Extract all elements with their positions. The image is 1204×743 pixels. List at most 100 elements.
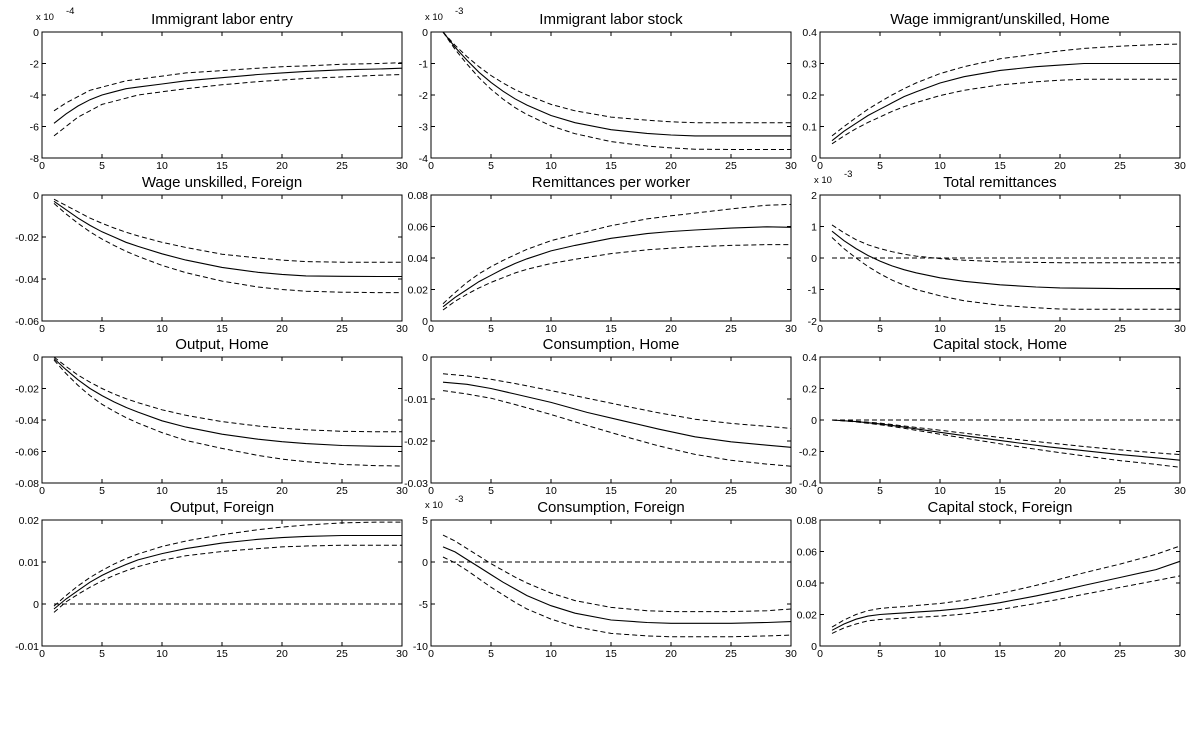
x-tick-label: 0 <box>39 648 45 660</box>
lower-band-line <box>831 78 1180 145</box>
y-tick-label: -0.04 <box>15 274 39 286</box>
x-tick-label: 20 <box>276 648 288 660</box>
y-tick-label: -4 <box>419 153 428 165</box>
central-estimate-line <box>53 200 402 278</box>
x-tick-label: 20 <box>665 323 677 335</box>
x-tick-label: 10 <box>545 485 557 497</box>
x-tick-label: 10 <box>934 485 946 497</box>
x-tick-label: 5 <box>99 323 105 335</box>
x-tick-label: 5 <box>488 160 494 172</box>
x-tick-label: 20 <box>1054 485 1066 497</box>
plot-frame <box>819 31 1181 159</box>
plot-frame <box>41 356 403 484</box>
y-tick-label: 0 <box>33 599 39 611</box>
y-tick-label: -0.01 <box>404 394 428 406</box>
x-tick-label: 0 <box>428 648 434 660</box>
x-tick-label: 25 <box>1114 485 1126 497</box>
y-tick-label: 0.3 <box>802 59 817 71</box>
y-tick-label: -6 <box>30 122 39 134</box>
upper-band-line <box>442 534 792 613</box>
x-tick-label: 10 <box>545 160 557 172</box>
y-tick-label: -1 <box>808 285 817 297</box>
panel-title: Wage immigrant/unskilled, Home <box>890 11 1110 28</box>
y-tick-label: -0.01 <box>15 641 39 653</box>
plot-frame <box>41 519 403 647</box>
axis-multiplier-exponent: -3 <box>455 6 463 17</box>
x-tick-label: 5 <box>488 485 494 497</box>
y-tick-label: -0.02 <box>404 436 428 448</box>
panel-title: Immigrant labor entry <box>151 11 293 28</box>
x-tick-label: 10 <box>156 323 168 335</box>
y-tick-label: -0.04 <box>15 415 39 427</box>
y-tick-label: 2 <box>811 190 817 202</box>
y-tick-label: 0.01 <box>19 557 40 569</box>
y-tick-label: 0.08 <box>797 515 818 527</box>
upper-band-line <box>53 62 403 112</box>
central-estimate-line <box>442 381 792 448</box>
panel-5: Remittances per worker 0 5 10 15 20 25 30 0 0.02 0… <box>408 174 797 335</box>
x-tick-label: 30 <box>785 485 797 497</box>
x-tick-label: 15 <box>216 485 228 497</box>
panel-title: Consumption, Home <box>543 336 680 353</box>
x-tick-label: 20 <box>665 485 677 497</box>
lower-band-line <box>831 575 1181 634</box>
y-tick-label: -5 <box>419 599 428 611</box>
y-tick-label: 0.04 <box>797 578 818 590</box>
panel-3: Wage immigrant/unskilled, Home 0 5 10 15 20 25… <box>802 11 1186 172</box>
x-tick-label: 20 <box>276 485 288 497</box>
y-tick-label: 0.4 <box>802 27 817 39</box>
axis-multiplier-exponent: -4 <box>66 6 74 17</box>
panel-2: Immigrant labor stock x 10 -3 0 5 10 15 20 25 30 0… <box>419 6 797 172</box>
x-tick-label: 30 <box>396 323 408 335</box>
panel-7: Output, Home 0 5 10 15 20 25 30 0 -0.02 -0.04 -0.06… <box>15 336 408 497</box>
y-tick-label: -0.2 <box>799 447 817 459</box>
central-estimate-line <box>831 230 1180 290</box>
x-tick-label: 5 <box>877 485 883 497</box>
panel-title: Output, Home <box>175 336 268 353</box>
y-tick-label: 0.02 <box>19 515 40 527</box>
y-tick-label: 0.04 <box>408 253 429 265</box>
plot-frame <box>430 356 792 484</box>
x-tick-label: 20 <box>665 160 677 172</box>
panel-12: Capital stock, Foreign 0 5 10 15 20 25 30 0 0.02 0… <box>797 499 1186 660</box>
central-estimate-line <box>53 67 403 124</box>
x-tick-label: 15 <box>216 323 228 335</box>
x-tick-label: 20 <box>1054 323 1066 335</box>
panel-title: Remittances per worker <box>532 174 690 191</box>
x-tick-label: 0 <box>428 485 434 497</box>
x-tick-label: 30 <box>396 648 408 660</box>
axis-multiplier-exponent: -3 <box>844 169 852 180</box>
x-tick-label: 30 <box>785 323 797 335</box>
x-tick-label: 5 <box>877 323 883 335</box>
y-tick-label: -0.06 <box>15 316 39 328</box>
panel-title: Total remittances <box>943 174 1056 191</box>
upper-band-line <box>442 373 792 429</box>
y-tick-label: -0.02 <box>15 384 39 396</box>
x-tick-label: 10 <box>934 648 946 660</box>
y-tick-label: -0.4 <box>799 478 817 490</box>
x-tick-label: 20 <box>1054 648 1066 660</box>
x-tick-label: 5 <box>99 485 105 497</box>
x-tick-label: 30 <box>1174 323 1186 335</box>
x-tick-label: 5 <box>488 323 494 335</box>
y-tick-label: 0.1 <box>802 122 817 134</box>
y-tick-label: 0.06 <box>408 222 429 234</box>
y-tick-label: 0 <box>811 253 817 265</box>
y-tick-label: -8 <box>30 153 39 165</box>
upper-band-line <box>53 521 402 607</box>
x-tick-label: 30 <box>1174 160 1186 172</box>
y-tick-label: 0 <box>33 190 39 202</box>
lower-band-line <box>442 556 792 638</box>
upper-band-line <box>831 545 1181 628</box>
x-tick-label: 25 <box>1114 323 1126 335</box>
x-tick-label: 0 <box>39 485 45 497</box>
panel-1: Immigrant labor entry x 10 -4 0 5 10 15 20 25 30 0… <box>30 6 408 172</box>
panel-title: Consumption, Foreign <box>537 499 685 516</box>
lower-band-line <box>442 244 791 311</box>
x-tick-label: 15 <box>605 648 617 660</box>
x-tick-label: 25 <box>725 160 737 172</box>
